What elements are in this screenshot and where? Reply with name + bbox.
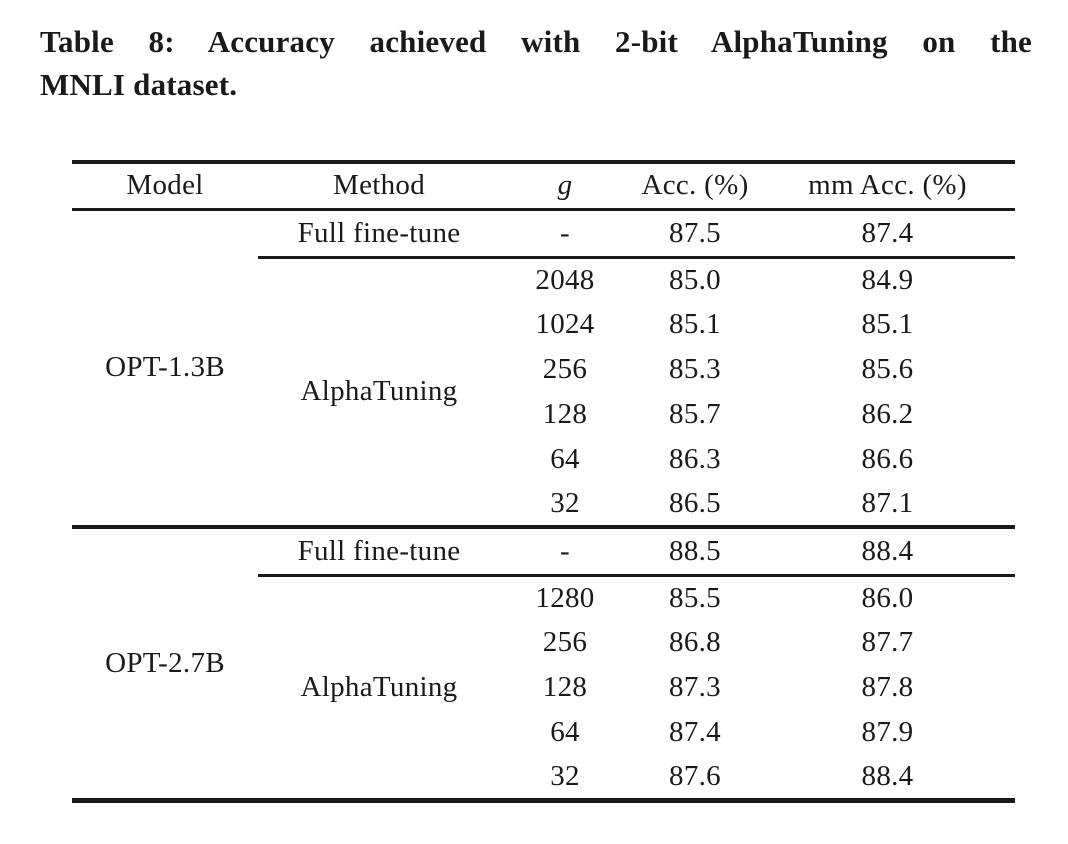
g-cell: 32 bbox=[500, 755, 630, 803]
acc-cell: 88.5 bbox=[630, 527, 760, 577]
mm-acc-cell: 87.8 bbox=[861, 671, 914, 703]
model-cell: OPT-1.3B bbox=[72, 209, 258, 529]
acc-cell: 87.4 bbox=[669, 716, 721, 748]
table-caption: Table 8: Accuracy achieved with 2-bit Al… bbox=[40, 20, 1032, 106]
table-row: 32 87.6 88.4 bbox=[72, 755, 1015, 803]
table-row: AlphaTuning 2048 85.0 84.9 bbox=[72, 257, 1015, 529]
table-row: 64 87.4 87.9 bbox=[72, 710, 1015, 755]
caption-line-1: Table 8: Accuracy achieved with 2-bit Al… bbox=[40, 24, 1032, 59]
acc-cell: 87.5 bbox=[630, 209, 760, 259]
method-cell: Full fine-tune bbox=[258, 209, 500, 259]
table-row: 1024 85.1 85.1 bbox=[72, 302, 1015, 347]
table-row: OPT-1.3B Full fine-tune - 87.5 87.4 bbox=[72, 209, 1015, 529]
g-cell: 64 bbox=[550, 443, 580, 475]
mm-acc-cell: 87.9 bbox=[861, 716, 914, 748]
g-cell: - bbox=[500, 209, 630, 259]
method-cell: AlphaTuning bbox=[258, 575, 500, 803]
acc-cell: 85.3 bbox=[669, 353, 721, 385]
mm-acc-cell: 88.4 bbox=[760, 527, 1015, 577]
g-cell: 64 bbox=[550, 716, 580, 748]
mm-acc-cell: 87.7 bbox=[861, 626, 914, 658]
mm-acc-cell: 85.6 bbox=[861, 353, 914, 385]
table-row: OPT-2.7B Full fine-tune - 88.5 88.4 bbox=[72, 527, 1015, 803]
mm-acc-cell: 86.2 bbox=[861, 398, 914, 430]
g-cell: 128 bbox=[542, 671, 588, 703]
acc-cell: 86.3 bbox=[669, 443, 721, 475]
mm-acc-cell: 87.4 bbox=[760, 209, 1015, 259]
table-row: 128 87.3 87.8 bbox=[72, 665, 1015, 710]
g-cell: 32 bbox=[500, 482, 630, 529]
mm-acc-cell: 88.4 bbox=[760, 755, 1015, 803]
model-cell: OPT-2.7B bbox=[72, 527, 258, 803]
acc-cell: 85.5 bbox=[669, 581, 721, 614]
acc-cell: 85.7 bbox=[669, 398, 721, 430]
table-row: AlphaTuning 1280 85.5 86.0 bbox=[72, 575, 1015, 803]
acc-cell: 87.6 bbox=[630, 755, 760, 803]
header-model: Model bbox=[72, 160, 258, 211]
g-cell: 1024 bbox=[535, 308, 595, 340]
acc-cell: 85.0 bbox=[669, 263, 721, 296]
mm-acc-cell: 86.0 bbox=[861, 581, 914, 614]
mm-acc-cell: 84.9 bbox=[861, 263, 914, 296]
acc-cell: 86.5 bbox=[630, 482, 760, 529]
g-cell: 2048 bbox=[535, 263, 595, 296]
table-row: 128 85.7 86.2 bbox=[72, 392, 1015, 437]
results-table: Model Method g Acc. (%) mm Acc. (%) OPT-… bbox=[72, 160, 1015, 803]
table-row: 256 85.3 85.6 bbox=[72, 347, 1015, 392]
g-cell: 256 bbox=[542, 353, 588, 385]
method-cell: AlphaTuning bbox=[258, 257, 500, 529]
header-g: g bbox=[500, 160, 630, 211]
mm-acc-cell: 85.1 bbox=[861, 308, 914, 340]
g-cell: 128 bbox=[542, 398, 588, 430]
header-acc: Acc. (%) bbox=[630, 160, 760, 211]
g-cell: 1280 bbox=[535, 581, 595, 614]
caption-line-2: MNLI dataset. bbox=[40, 67, 238, 102]
g-cell: 256 bbox=[542, 626, 588, 658]
table-row: 256 86.8 87.7 bbox=[72, 620, 1015, 665]
table-row: 64 86.3 86.6 bbox=[72, 437, 1015, 482]
acc-cell: 86.8 bbox=[669, 626, 721, 658]
table-row: 32 86.5 87.1 bbox=[72, 482, 1015, 529]
header-row: Model Method g Acc. (%) mm Acc. (%) bbox=[72, 160, 1015, 211]
mm-acc-cell: 87.1 bbox=[760, 482, 1015, 529]
mm-acc-cell: 86.6 bbox=[861, 443, 914, 475]
header-method: Method bbox=[258, 160, 500, 211]
method-cell: Full fine-tune bbox=[258, 527, 500, 577]
header-mm-acc: mm Acc. (%) bbox=[760, 160, 1015, 211]
acc-cell: 87.3 bbox=[669, 671, 721, 703]
acc-cell: 85.1 bbox=[669, 308, 721, 340]
g-cell: - bbox=[500, 527, 630, 577]
